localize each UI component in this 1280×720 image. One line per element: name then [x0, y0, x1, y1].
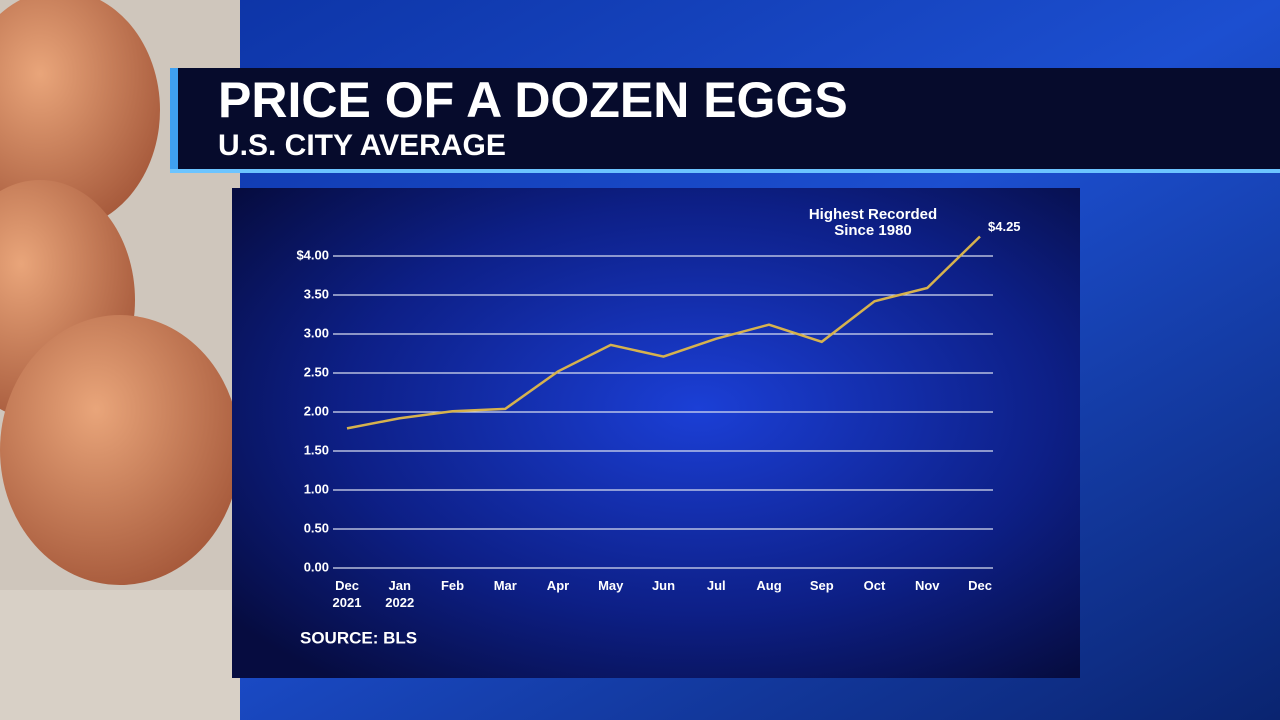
- value-label: $4.25: [988, 219, 1021, 234]
- annotation: Highest Recorded Since 1980: [808, 206, 938, 239]
- y-tick-label: 1.50: [304, 442, 329, 457]
- carton: [0, 590, 240, 720]
- y-tick-label: 1.00: [304, 481, 329, 496]
- y-tick-label: 3.00: [304, 325, 329, 340]
- x-tick-label: Dec: [968, 578, 992, 593]
- x-tick-label: Jan 2022: [385, 578, 415, 610]
- y-tick-label: 0.50: [304, 520, 329, 535]
- title-rule: [170, 169, 1280, 173]
- y-tick-label: $4.00: [296, 247, 329, 262]
- x-tick-label: Jun: [651, 578, 676, 593]
- y-tick-label: 2.00: [304, 403, 329, 418]
- chart-subtitle: U.S. CITY AVERAGE: [218, 129, 506, 162]
- x-tick-label: Dec 2021: [332, 578, 362, 610]
- x-tick-label: Oct: [863, 578, 886, 593]
- x-tick-label: Nov: [914, 578, 940, 593]
- x-tick-label: Feb: [440, 578, 465, 593]
- chart-title: PRICE OF A DOZEN EGGS: [218, 72, 848, 128]
- x-tick-label: Jul: [706, 578, 726, 593]
- y-tick-label: 3.50: [304, 286, 329, 301]
- egg: [0, 315, 240, 585]
- x-tick-label: May: [598, 578, 624, 593]
- y-tick-label: 0.00: [304, 559, 329, 574]
- title-band: [170, 68, 1280, 170]
- chart-panel: [232, 188, 1080, 678]
- egg: [0, 0, 160, 230]
- title-accent: [170, 68, 178, 170]
- x-tick-label: Mar: [493, 578, 517, 593]
- line: [346, 235, 981, 430]
- source: SOURCE: BLS: [300, 628, 417, 647]
- y-tick-label: 2.50: [304, 364, 329, 379]
- x-tick-label: Aug: [756, 578, 782, 593]
- x-tick-label: Sep: [809, 578, 834, 593]
- x-tick-label: Apr: [546, 578, 570, 593]
